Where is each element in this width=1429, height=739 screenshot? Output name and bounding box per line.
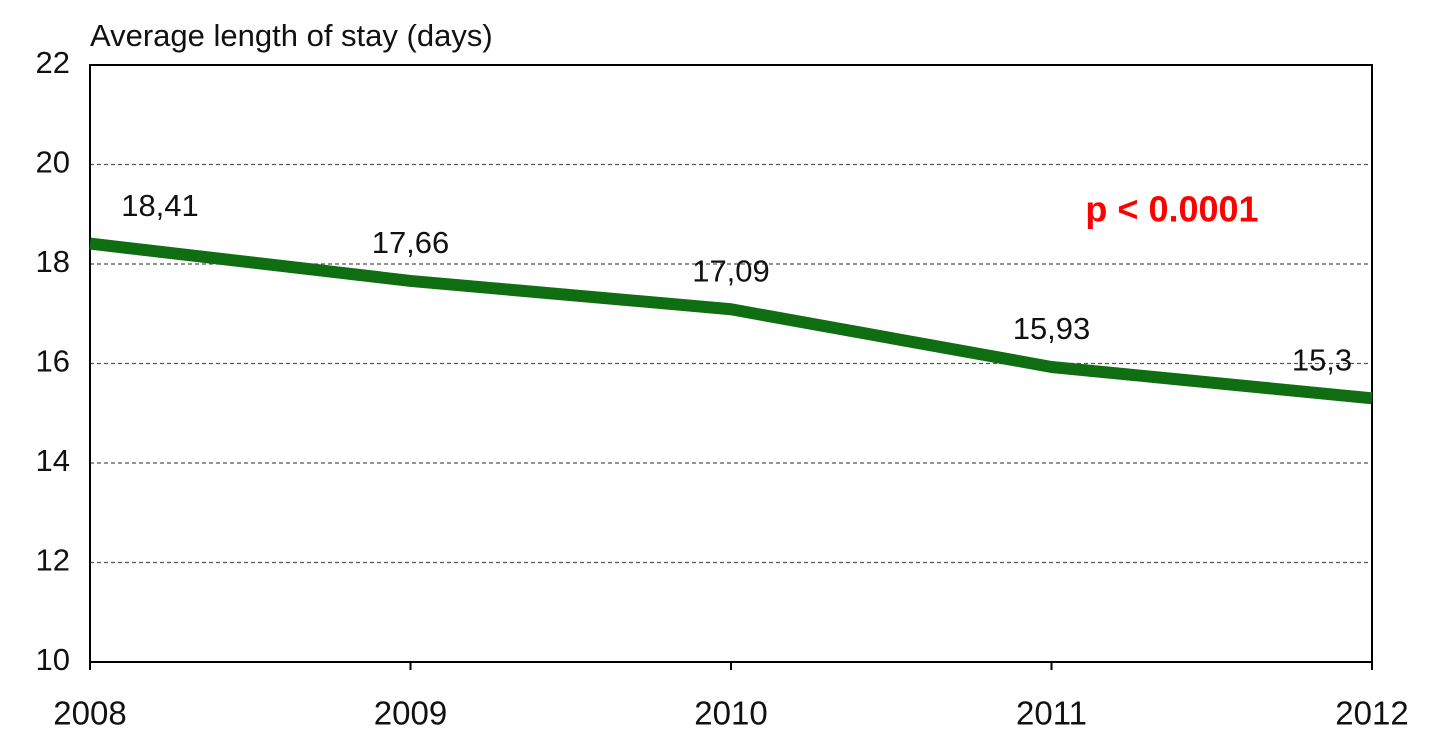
x-tick-label: 2012 bbox=[1335, 695, 1408, 732]
y-tick-label: 22 bbox=[36, 45, 70, 80]
x-tick-label: 2009 bbox=[374, 695, 447, 732]
y-tick-label: 12 bbox=[36, 543, 70, 578]
line bbox=[89, 237, 1373, 405]
data-label: 15,3 bbox=[1292, 343, 1352, 378]
x-tick-label: 2011 bbox=[1016, 695, 1087, 732]
annotation: p < 0.0001 bbox=[1085, 189, 1258, 230]
chart-title: Average length of stay (days) bbox=[90, 18, 493, 53]
y-tick-label: 16 bbox=[36, 344, 70, 379]
x-tick-label: 2008 bbox=[53, 695, 126, 732]
data-label: 17,66 bbox=[372, 225, 450, 260]
y-tick-label: 10 bbox=[36, 642, 70, 677]
y-tick-label: 18 bbox=[36, 244, 70, 279]
plot-frame bbox=[89, 64, 1373, 663]
y-tick-label: 20 bbox=[36, 145, 70, 180]
data-label: 17,09 bbox=[692, 253, 770, 288]
data-label: 18,41 bbox=[121, 188, 199, 223]
data-label: 15,93 bbox=[1013, 311, 1091, 346]
y-tick-label: 14 bbox=[36, 443, 70, 478]
x-tick-label: 2010 bbox=[694, 695, 767, 732]
